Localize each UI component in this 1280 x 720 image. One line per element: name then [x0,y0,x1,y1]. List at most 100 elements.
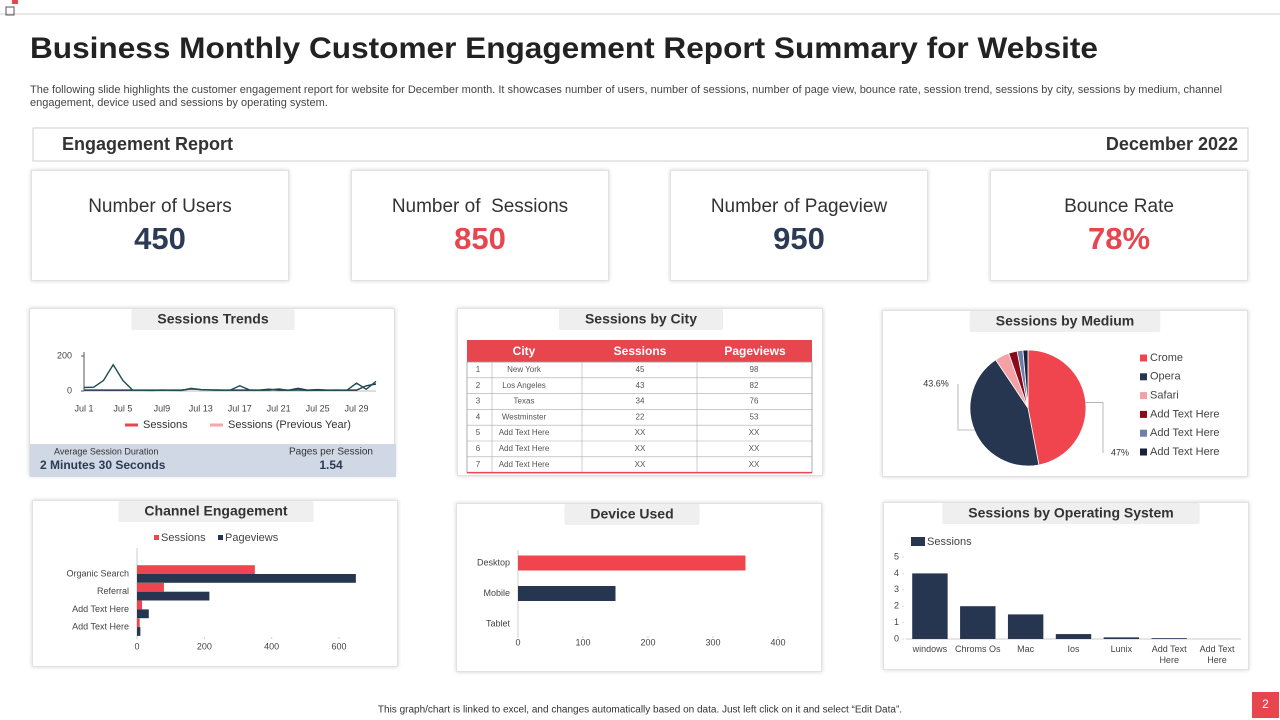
x-tick-label: windows [912,644,948,654]
panel-chart: Device Used 0 100 200 300 400 Desktop Mobile Tab… [477,504,786,647]
panel-chart: Sessions by Operating System 0 1 2 3 4 5 Sessio… [894,503,1241,643]
kpi-card: Bounce Rate 78% [990,170,1248,281]
table-cell: Los Angeles [502,381,546,390]
column-header: Pageviews [724,344,786,358]
panel: Sessions by City City Sessions Pageviews 1 Ne… [457,308,823,476]
table-cell: Add Text Here [499,460,550,469]
y-tick-label: Add Text Here [72,604,129,614]
bar [137,591,210,601]
table-cell: New York [507,365,542,374]
stat-label: Average Session Duration [54,446,158,456]
stat-value: 1.54 [319,458,343,472]
x-tick-label: Jul 13 [189,403,213,413]
panel-title: Sessions Trends [157,311,268,327]
legend-swatch [911,537,925,546]
legend-swatch [1140,410,1147,418]
panel-title-pill [131,309,295,330]
banner-right: December 2022 [1106,134,1238,154]
table-cell: 1 [476,365,481,374]
kpi-value: 78% [1087,221,1151,256]
slide-description: The following slide highlights the custo… [30,84,1223,109]
panel-title-pill [564,504,700,525]
banner-left: Engagement Report [62,134,233,154]
y-tick-label: Organic Search [66,568,129,578]
table-cell: 43 [636,381,645,390]
kpi-value: 450 [134,221,186,256]
pie-slice [1027,349,1087,466]
kpi-label: Number of Users [88,196,232,217]
x-tick-label: 100 [575,637,590,647]
table-cell: 5 [476,428,481,437]
kpi-label: Bounce Rate [1064,196,1174,217]
legend-label: Sessions (Previous Year) [228,419,351,431]
kpi-card: Number of Sessions 850 [351,170,609,281]
bar [1055,634,1092,639]
table-cell: XX [635,428,646,437]
panel: Sessions Trends 0 200 Jul 1 Jul 5 Jul9 Jul 13 J… [29,308,396,477]
table-cell: 34 [636,397,645,406]
panel: Device Used 0 100 200 300 400 Desktop Mobile Tab… [456,503,822,672]
bar [137,618,140,628]
x-tick-label: 400 [264,641,279,651]
y-tick-label: 1 [894,617,899,627]
corner-mark [12,0,18,4]
y-tick-label: Mobile [483,588,510,598]
x-tick-label: Mac [1017,644,1035,654]
legend-label: Opera [1150,371,1181,383]
legend-label: Safari [1150,390,1179,402]
y-tick-label: Tablet [486,618,511,628]
table-cell: 3 [476,397,481,406]
banner [32,127,1249,162]
x-tick-label: Jul9 [154,403,171,413]
table-cell: 22 [636,412,645,421]
bar [518,586,616,601]
x-tick-label: Jul 5 [113,403,132,413]
table-cell: 4 [476,412,481,421]
y-tick-label: 4 [894,568,899,578]
table-cell: XX [635,460,646,469]
column-header: Sessions [614,344,667,358]
legend-label: Add Text Here [1150,427,1220,439]
panel-chart: Channel Engagement Sessions Pageviews 0 200 4… [66,501,356,651]
slide-title: Business Monthly Customer Engagement Rep… [30,32,1098,65]
y-tick-label: 3 [894,584,899,594]
panel-chart: Sessions by City City Sessions Pageviews 1 Ne… [466,309,813,474]
y-tick-label: 0 [67,385,72,395]
x-tick-label: Chroms Os [955,644,1001,654]
y-tick-label: 0 [894,633,899,643]
legend-label: Add Text Here [1150,446,1220,458]
panel: Sessions by Medium 47% 43.6% Crome Opera Safa… [882,310,1248,477]
kpi-label: Number of Sessions [391,196,569,217]
table-cell: Westminster [502,412,547,421]
y-tick-label: 5 [894,551,899,561]
table-cell: 76 [750,397,759,406]
legend-label: Add Text Here [1150,408,1220,420]
table-body [466,361,813,473]
stats-bar [30,444,396,477]
table-cell: Texas [514,397,535,406]
bar [137,565,255,574]
kpi-card: Number of Users 450 [31,170,289,281]
x-tick-label: Ios [1067,644,1080,654]
panel-title-pill [942,503,1200,524]
y-tick-label: Add Text Here [72,621,129,631]
bar [137,582,164,592]
panel-title: Channel Engagement [144,503,287,519]
legend-label: Sessions [161,532,206,544]
kpi-value: 950 [773,221,825,256]
bar [1151,638,1187,639]
x-tick-label: Add Text Here [1151,644,1187,665]
legend-label: Sessions [143,419,188,431]
bar [1103,637,1140,639]
x-tick-label: Jul 21 [267,403,291,413]
legend-swatch [1140,429,1147,437]
table-cell: 7 [476,460,481,469]
table-cell: 6 [476,444,481,453]
y-tick-label: Desktop [477,557,510,567]
panel-title-pill [969,311,1161,332]
legend-swatch [154,535,159,540]
x-tick-label: 600 [332,641,347,651]
table-cell: XX [635,444,646,453]
bar [1007,614,1044,639]
x-tick-label: Jul 1 [74,403,93,413]
